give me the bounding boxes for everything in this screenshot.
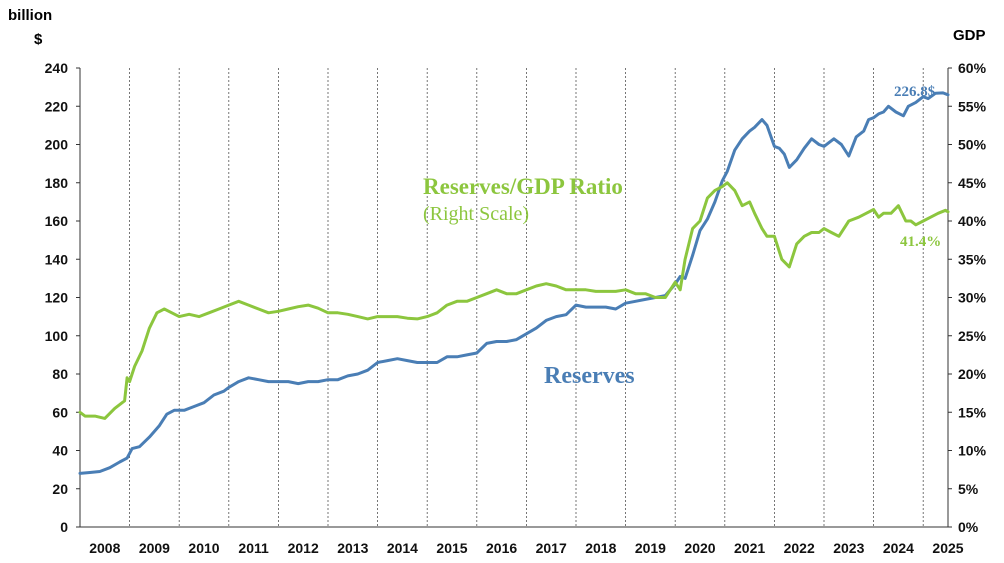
- right-tick-label: 55%: [958, 98, 987, 114]
- left-axis-ticks: 0 20 40 60 80 100 120 140 160 180 200 220 240: [45, 60, 80, 535]
- left-tick-label: 40: [52, 443, 68, 459]
- left-tick-label: 60: [52, 404, 68, 420]
- right-tick-label: 60%: [958, 60, 987, 76]
- x-tick-label: 2011: [238, 540, 269, 556]
- right-tick-label: 0%: [958, 519, 979, 535]
- left-tick-label: 100: [45, 328, 69, 344]
- left-axis-unit-line2: $: [34, 31, 43, 48]
- x-tick-label: 2025: [932, 540, 963, 556]
- right-tick-label: 15%: [958, 404, 987, 420]
- right-tick-label: 40%: [958, 213, 987, 229]
- left-tick-label: 140: [45, 251, 69, 267]
- x-tick-label: 2017: [536, 540, 567, 556]
- left-tick-label: 160: [45, 213, 69, 229]
- right-tick-label: 10%: [958, 443, 987, 459]
- x-tick-label: 2010: [188, 540, 219, 556]
- right-tick-label: 45%: [958, 175, 987, 191]
- x-tick-label: 2024: [883, 540, 914, 556]
- x-tick-label: 2019: [635, 540, 666, 556]
- left-tick-label: 200: [45, 137, 69, 153]
- right-tick-label: 20%: [958, 366, 987, 382]
- ratio-series-title: Reserves/GDP Ratio: [423, 174, 623, 199]
- left-tick-label: 220: [45, 98, 69, 114]
- axes: [79, 68, 949, 528]
- left-tick-label: 80: [52, 366, 68, 382]
- ratio-series-subtitle: (Right Scale): [423, 203, 529, 225]
- right-tick-label: 50%: [958, 137, 987, 153]
- right-axis-unit: GDP: [953, 27, 986, 44]
- x-tick-label: 2018: [585, 540, 616, 556]
- grid-lines: [129, 68, 924, 527]
- x-tick-label: 2012: [288, 540, 319, 556]
- left-tick-label: 0: [60, 519, 68, 535]
- reserves-series-label: Reserves: [544, 363, 635, 389]
- x-tick-label: 2014: [387, 540, 418, 556]
- left-tick-label: 180: [45, 175, 69, 191]
- reserves-end-value-label: 226.8$: [894, 84, 936, 100]
- left-tick-label: 240: [45, 60, 69, 76]
- reserves-series-line: [78, 91, 950, 475]
- x-tick-label: 2008: [89, 540, 120, 556]
- x-axis-ticks: 2008 2009 2010 2011 2012 2013 2014 2015 2016 2017…: [89, 540, 964, 556]
- right-axis-ticks: 0% 5% 10% 15% 20% 25% 30% 35% 40% 45% 50% 55% 60%: [948, 60, 987, 535]
- right-tick-label: 25%: [958, 328, 987, 344]
- x-tick-label: 2015: [436, 540, 467, 556]
- right-tick-label: 5%: [958, 481, 979, 497]
- left-axis-unit-line1: billion: [8, 7, 52, 24]
- x-tick-label: 2021: [734, 540, 765, 556]
- x-tick-label: 2022: [784, 540, 815, 556]
- x-tick-label: 2013: [337, 540, 368, 556]
- ratio-series-line: [78, 181, 950, 420]
- x-tick-label: 2009: [139, 540, 170, 556]
- series-lines: [78, 91, 950, 475]
- ratio-end-value-label: 41.4%: [900, 234, 941, 250]
- x-tick-label: 2016: [486, 540, 517, 556]
- left-tick-label: 120: [45, 290, 69, 306]
- right-tick-label: 30%: [958, 290, 987, 306]
- right-tick-label: 35%: [958, 251, 987, 267]
- x-tick-label: 2020: [684, 540, 715, 556]
- left-tick-label: 20: [52, 481, 68, 497]
- x-tick-label: 2023: [833, 540, 864, 556]
